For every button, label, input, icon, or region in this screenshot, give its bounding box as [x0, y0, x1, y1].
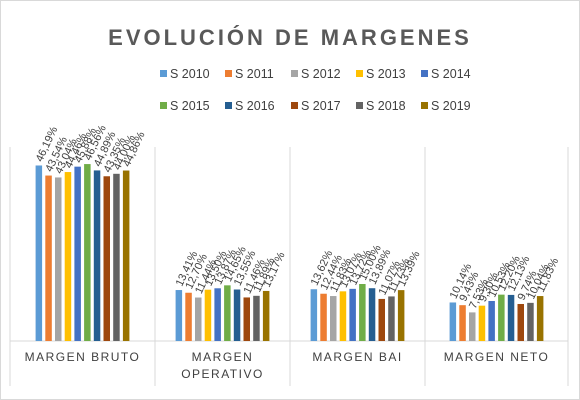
bar: [378, 298, 385, 341]
bar: [233, 289, 241, 341]
legend-label: S 2013: [366, 67, 406, 81]
bar: [536, 296, 544, 341]
legend-item: S 2018: [356, 99, 406, 113]
category-label: MARGEN NETO: [444, 350, 550, 364]
bar: [388, 296, 395, 341]
bar: [397, 290, 405, 341]
legend-label: S 2019: [431, 99, 471, 113]
legend-swatch: [356, 102, 363, 109]
bar: [185, 292, 192, 341]
legend-label: S 2014: [431, 67, 471, 81]
legend-swatch: [225, 70, 232, 77]
bar: [204, 289, 212, 341]
legend-item: S 2015: [160, 99, 210, 113]
legend: S 2010 S 2011 S 2012 S 2013 S 2014 S 2015 S 20…: [160, 67, 471, 113]
bar: [224, 285, 231, 341]
legend-item: S 2010: [160, 67, 210, 81]
legend-item: S 2014: [421, 67, 471, 81]
bar: [517, 303, 524, 341]
legend-item: S 2016: [225, 99, 275, 113]
legend-label: S 2011: [235, 67, 274, 81]
bar: [64, 172, 72, 341]
bar: [469, 312, 476, 341]
legend-label: S 2012: [301, 67, 341, 81]
bar: [122, 170, 130, 341]
legend-swatch: [291, 102, 298, 109]
bar: [214, 288, 221, 341]
legend-item: S 2011: [225, 67, 274, 81]
bar: [527, 302, 534, 341]
bar: [195, 297, 202, 341]
legend-swatch: [291, 70, 298, 77]
bar: [262, 290, 270, 341]
legend-item: S 2012: [291, 67, 341, 81]
legend-swatch: [160, 70, 167, 77]
chart-title: EVOLUCIÓN DE MARGENES: [108, 25, 472, 50]
bar: [498, 294, 505, 341]
legend-label: S 2010: [170, 67, 210, 81]
bar: [113, 173, 120, 341]
legend-swatch: [160, 102, 167, 109]
bar: [93, 170, 101, 341]
bar: [45, 175, 52, 341]
legend-item: S 2017: [291, 99, 341, 113]
legend-swatch: [421, 102, 428, 109]
bar: [320, 293, 327, 341]
legend-swatch: [421, 70, 428, 77]
category-label: MARGEN BAI: [312, 350, 402, 364]
bar: [478, 305, 486, 341]
bar: [449, 302, 457, 341]
bar: [507, 294, 515, 341]
bar: [488, 300, 495, 341]
bar: [243, 297, 250, 341]
bar: [330, 296, 337, 341]
category-label: MARGEN BRUTO: [25, 350, 141, 364]
bar: [84, 164, 91, 341]
bar: [459, 305, 466, 341]
bar: [339, 291, 347, 341]
legend-label: S 2018: [366, 99, 406, 113]
bar: [103, 176, 110, 341]
bar: [253, 295, 260, 341]
category-label: MARGEN: [192, 350, 254, 364]
bar: [310, 289, 318, 341]
legend-label: S 2016: [235, 99, 275, 113]
bar: [74, 166, 81, 341]
legend-label: S 2017: [301, 99, 341, 113]
legend-item: S 2019: [421, 99, 471, 113]
bar: [55, 177, 62, 341]
bar: [175, 290, 183, 341]
category-label: OPERATIVO: [181, 367, 264, 381]
legend-swatch: [356, 70, 363, 77]
bar: [359, 284, 366, 341]
bar: [349, 288, 356, 341]
legend-label: S 2015: [170, 99, 210, 113]
legend-item: S 2013: [356, 67, 406, 81]
legend-swatch: [225, 102, 232, 109]
bar: [368, 288, 376, 341]
bar: [35, 165, 43, 341]
